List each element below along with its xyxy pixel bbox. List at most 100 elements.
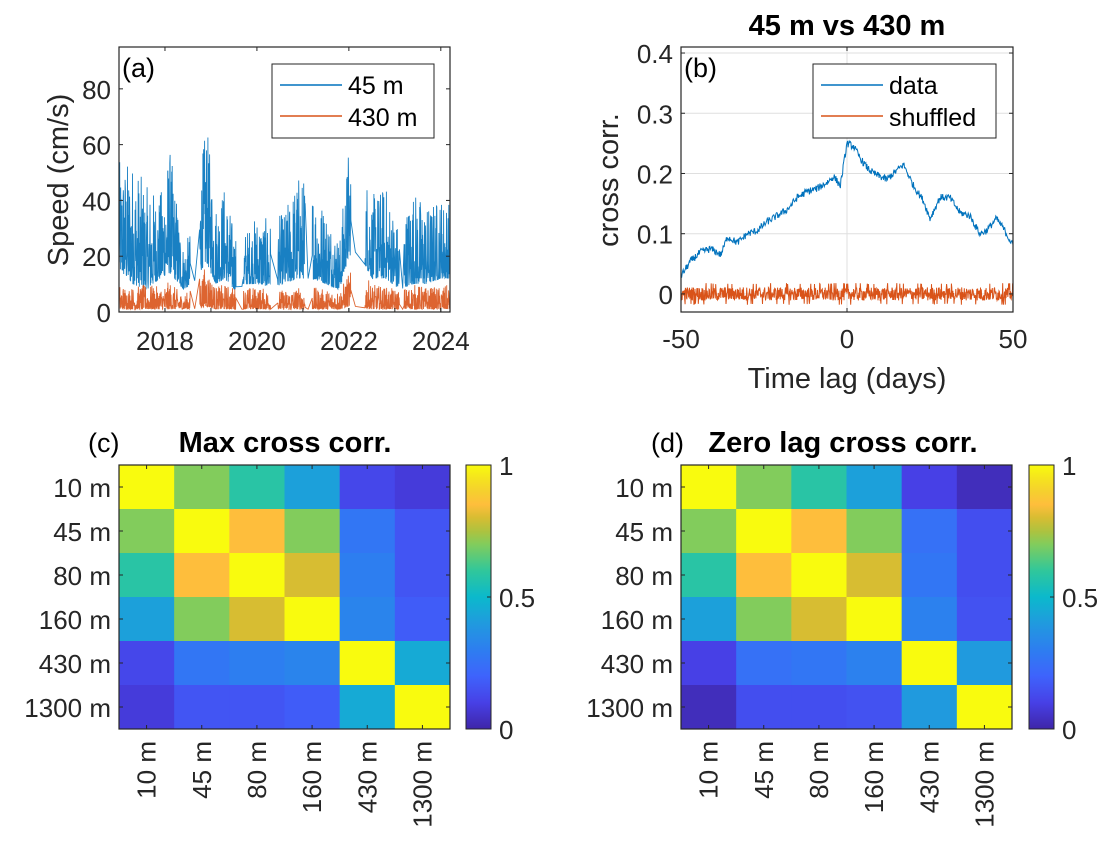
heatmap-cell (394, 509, 451, 554)
row-label: 1300 m (24, 693, 111, 723)
y-tick-label: 0.2 (637, 159, 673, 189)
col-label: 80 m (804, 741, 834, 799)
panel-b-cross-correlation: -50 0 50 0 0.1 0.2 0.3 0.4 45 m vs 430 m (b) cr… (593, 10, 1027, 395)
heatmap-cell (901, 465, 958, 510)
series-line-45-m (118, 137, 451, 291)
panel-b-legend-box (812, 63, 997, 139)
panel-a-series (118, 137, 451, 311)
heatmap-cell (284, 465, 341, 510)
heatmap-cell (174, 685, 230, 730)
heatmap-cell (681, 465, 737, 510)
heatmap-cell (791, 509, 847, 554)
heatmap-cell (681, 597, 737, 642)
x-tick-label: 2020 (228, 326, 286, 356)
col-label: 1300 m (969, 741, 999, 828)
heatmap-cell (846, 465, 903, 510)
row-label: 45 m (615, 517, 673, 547)
row-label: 430 m (39, 649, 111, 679)
heatmap-cell (174, 509, 230, 554)
y-tick-label: 0.3 (637, 99, 673, 129)
col-label: 1300 m (407, 741, 437, 828)
heatmap-cell (119, 465, 175, 510)
heatmap-cell (736, 597, 792, 642)
heatmap-cell (119, 641, 175, 686)
colorbar-tick-label: 0.5 (499, 583, 535, 613)
y-tick-label: 0 (97, 298, 111, 328)
heatmap-cell (119, 685, 175, 730)
heatmap-cell (956, 509, 1013, 554)
heatmap-cell (174, 597, 230, 642)
heatmap-cell (846, 553, 903, 598)
heatmap-cell (846, 597, 903, 642)
y-tick-label: 0.1 (637, 220, 673, 250)
row-label: 1300 m (586, 693, 673, 723)
panel-a-speed-timeseries: 2018 2020 2022 2024 0 20 40 60 80 (a) Speed (cm/… (43, 46, 470, 356)
heatmap-cell (119, 553, 175, 598)
row-label: 45 m (53, 517, 111, 547)
panel-a-legend: 45 m 430 m (271, 63, 435, 139)
heatmap-cell (736, 553, 792, 598)
col-label: 80 m (242, 741, 272, 799)
heatmap-cell (736, 509, 792, 554)
heatmap-cell (339, 685, 396, 730)
heatmap-cell (229, 685, 285, 730)
heatmap-cell (229, 509, 285, 554)
y-tick-label: 80 (82, 75, 111, 105)
panel-d-zero-lag-cross-corr-heatmap: 10 m 45 m 80 m 160 m 430 m 1300 m 10 m 45 m 80 m… (586, 427, 1098, 828)
heatmap-cell (681, 509, 737, 554)
row-label: 430 m (601, 649, 673, 679)
heatmap-cell (901, 509, 958, 554)
row-label: 80 m (53, 561, 111, 591)
colorbar-tick-label: 1 (1062, 451, 1076, 481)
heatmap-cell (284, 641, 341, 686)
panel-d-ticks: 10 m 45 m 80 m 160 m 430 m 1300 m 10 m 45 m 80 m… (586, 465, 1012, 828)
heatmap-cell (284, 509, 341, 554)
y-tick-label: 0.4 (637, 39, 673, 69)
row-label: 10 m (53, 473, 111, 503)
panel-a-axes-box (118, 46, 451, 313)
series-line-430-m (118, 269, 451, 311)
heatmap-cell (394, 465, 451, 510)
legend-label-data: data (889, 72, 938, 100)
colorbar-tick-label: 0 (499, 715, 513, 745)
x-tick-label: 50 (999, 324, 1028, 354)
x-tick-label: 2024 (412, 326, 470, 356)
heatmap-cell (956, 597, 1013, 642)
heatmap-cell (681, 553, 737, 598)
panel-c-cells (119, 465, 451, 730)
heatmap-cell (901, 597, 958, 642)
y-tick-label: 40 (82, 186, 111, 216)
colorbar-bar (465, 464, 492, 730)
panel-c-colorbar: 00.51 (465, 451, 535, 745)
panel-d-title: Zero lag cross corr. (708, 427, 977, 459)
heatmap-cell (394, 641, 451, 686)
col-label: 430 m (352, 741, 382, 813)
heatmap-cell (394, 685, 451, 730)
heatmap-cell (901, 641, 958, 686)
panel-a-letter: (a) (122, 53, 155, 83)
col-label: 430 m (914, 741, 944, 813)
col-label: 10 m (694, 741, 724, 799)
heatmap-cell (229, 597, 285, 642)
panel-b-legend: data shuffled (812, 63, 997, 139)
col-label: 45 m (187, 741, 217, 799)
heatmap-cell (901, 553, 958, 598)
x-tick-label: -50 (662, 324, 700, 354)
heatmap-cell (681, 641, 737, 686)
heatmap-cell (681, 685, 737, 730)
legend-label-430m: 430 m (348, 104, 417, 132)
heatmap-cell (339, 509, 396, 554)
series-line-data (680, 139, 1014, 278)
panel-d-colorbar: 00.51 (1028, 451, 1098, 745)
panel-c-title: Max cross corr. (179, 427, 392, 459)
heatmap-cell (791, 465, 847, 510)
y-tick-label: 20 (82, 242, 111, 272)
row-label: 160 m (39, 605, 111, 635)
heatmap-cell (956, 465, 1013, 510)
y-tick-label: 0 (659, 280, 673, 310)
x-tick-label: 0 (840, 324, 854, 354)
heatmap-cell (229, 641, 285, 686)
heatmap-cell (394, 597, 451, 642)
panel-a-legend-box (271, 63, 435, 139)
